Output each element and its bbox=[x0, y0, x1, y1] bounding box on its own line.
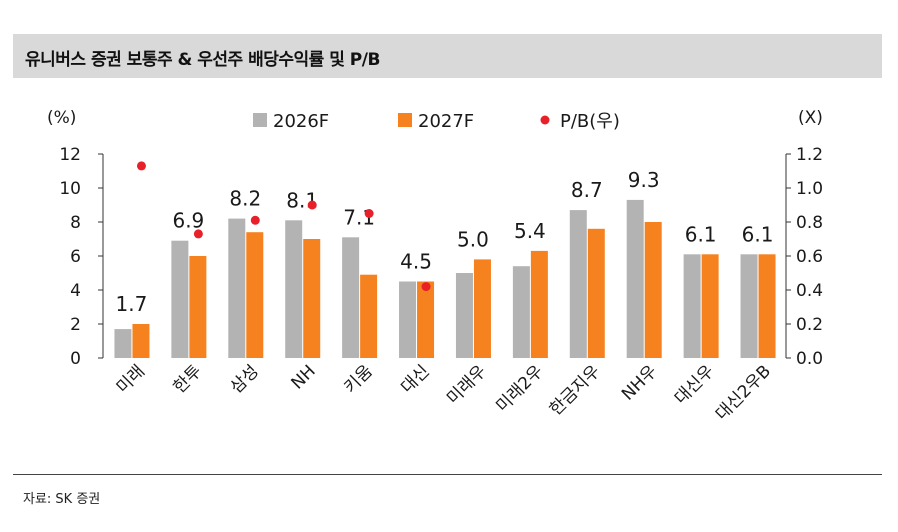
bar-2026f bbox=[342, 237, 360, 358]
bar-2027f bbox=[758, 254, 776, 358]
left-tick-label: 6 bbox=[70, 247, 81, 267]
left-tick-label: 12 bbox=[59, 145, 81, 165]
right-tick-label: 0.2 bbox=[796, 315, 823, 335]
category-label: NH bbox=[288, 361, 320, 393]
legend-marker bbox=[540, 115, 550, 125]
left-tick-label: 4 bbox=[70, 281, 81, 301]
dividend-pb-chart: 0 2 4 6 8 10 12 0.0 0.2 0.4 0.6 0.8 1.0 1.2 (%) (X) 1.7 미… bbox=[47, 108, 823, 425]
bar-data-label: 5.0 bbox=[457, 227, 489, 251]
bar-2026f bbox=[285, 220, 303, 358]
bar-2026f bbox=[569, 210, 587, 358]
category-label: 삼성 bbox=[227, 361, 263, 397]
bar-2026f bbox=[399, 281, 417, 358]
bar-2027f bbox=[132, 324, 150, 358]
bar-2027f bbox=[189, 256, 207, 358]
legend-swatch bbox=[253, 113, 267, 127]
bar-2027f bbox=[701, 254, 719, 358]
category-label: 미래2우 bbox=[492, 361, 547, 416]
bar-data-label: 4.5 bbox=[400, 250, 432, 274]
bar-2026f bbox=[683, 254, 701, 358]
bar-2026f bbox=[740, 254, 758, 358]
bar-2026f bbox=[512, 266, 530, 358]
bar-data-label: 6.1 bbox=[742, 222, 774, 246]
bar-data-label: 9.3 bbox=[628, 168, 660, 192]
category-label: 대신우 bbox=[671, 361, 718, 408]
pb-point bbox=[364, 209, 374, 218]
category-label: 한투 bbox=[170, 361, 206, 397]
footer-divider bbox=[13, 474, 882, 475]
bar-data-label: 5.4 bbox=[514, 219, 546, 243]
bar-2026f bbox=[171, 240, 189, 358]
bar-2027f bbox=[587, 228, 605, 358]
bar-2027f bbox=[246, 232, 264, 358]
right-tick-label: 0.6 bbox=[796, 247, 823, 267]
right-tick-label: 0.0 bbox=[796, 349, 823, 369]
bar-2026f bbox=[626, 199, 644, 358]
left-axis-unit: (%) bbox=[47, 108, 76, 128]
bar-2027f bbox=[303, 239, 321, 358]
category-label: 한금지우 bbox=[546, 361, 604, 419]
legend-label: P/B(우) bbox=[560, 111, 620, 132]
left-tick-label: 0 bbox=[70, 349, 81, 369]
pb-point bbox=[307, 200, 317, 210]
bar-2027f bbox=[530, 250, 548, 358]
pb-point bbox=[421, 282, 431, 292]
bar-data-label: 1.7 bbox=[116, 292, 148, 316]
right-tick-label: 0.8 bbox=[796, 213, 823, 233]
category-label: 미래 bbox=[113, 361, 149, 397]
bar-data-label: 6.1 bbox=[685, 222, 717, 246]
legend-swatch bbox=[398, 113, 412, 127]
bar-data-label: 8.7 bbox=[571, 178, 603, 202]
right-axis-unit: (X) bbox=[798, 108, 823, 128]
category-label: 미래우 bbox=[443, 361, 490, 408]
bar-data-label: 8.2 bbox=[229, 187, 261, 211]
bar-2027f bbox=[360, 274, 378, 358]
left-tick-label: 2 bbox=[70, 315, 81, 335]
legend-label: 2027F bbox=[418, 111, 474, 132]
right-tick-label: 1.2 bbox=[796, 145, 823, 165]
pb-point bbox=[250, 215, 260, 225]
bar-2027f bbox=[417, 281, 435, 358]
pb-point bbox=[136, 161, 146, 171]
left-tick-label: 10 bbox=[59, 179, 81, 199]
title-bar: 유니버스 증권 보통주 & 우선주 배당수익률 및 P/B bbox=[13, 34, 882, 78]
bar-2027f bbox=[473, 259, 491, 358]
category-label: 대신2우B bbox=[712, 361, 775, 424]
right-tick-label: 1.0 bbox=[796, 179, 823, 199]
category-label: 키움 bbox=[340, 361, 376, 397]
category-label: NH우 bbox=[618, 361, 661, 404]
pb-point bbox=[193, 229, 203, 239]
source-note: 자료: SK 증권 bbox=[23, 492, 101, 507]
category-label: 대신 bbox=[397, 361, 433, 397]
chart-title: 유니버스 증권 보통주 & 우선주 배당수익률 및 P/B bbox=[25, 50, 380, 70]
bar-2026f bbox=[455, 273, 473, 358]
left-tick-label: 8 bbox=[70, 213, 81, 233]
bar-2026f bbox=[114, 329, 132, 358]
bar-2027f bbox=[644, 222, 662, 358]
bar-2026f bbox=[228, 218, 246, 358]
legend-label: 2026F bbox=[273, 111, 329, 132]
right-tick-label: 0.4 bbox=[796, 281, 823, 301]
bar-data-label: 6.9 bbox=[172, 209, 204, 233]
